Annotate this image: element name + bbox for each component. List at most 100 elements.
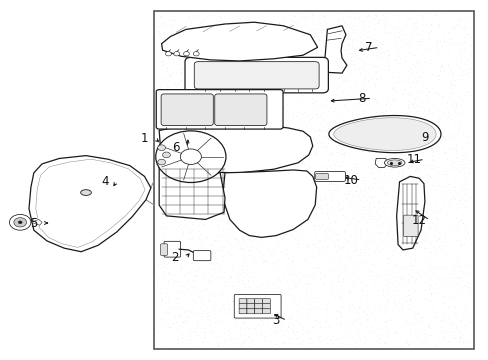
Point — [288, 216, 296, 222]
Point — [161, 308, 168, 314]
Point — [260, 125, 268, 131]
Point — [368, 193, 376, 199]
Point — [455, 54, 463, 60]
Point — [328, 195, 336, 201]
Point — [175, 235, 183, 240]
Point — [300, 161, 307, 167]
Point — [457, 335, 465, 341]
Point — [237, 181, 245, 187]
Point — [286, 320, 294, 326]
Point — [273, 323, 281, 329]
Point — [457, 66, 465, 72]
Point — [164, 35, 172, 40]
Point — [234, 316, 242, 322]
Point — [416, 274, 424, 280]
Point — [374, 19, 382, 25]
Point — [410, 144, 418, 150]
Point — [428, 132, 436, 138]
Point — [461, 271, 469, 277]
Point — [431, 44, 439, 50]
Point — [341, 239, 349, 245]
Point — [235, 343, 243, 349]
Point — [203, 60, 211, 66]
Point — [274, 128, 282, 134]
Point — [167, 237, 175, 243]
Point — [343, 190, 351, 196]
Point — [322, 168, 330, 174]
Point — [367, 15, 375, 21]
Point — [302, 101, 310, 107]
Point — [446, 320, 453, 326]
Point — [204, 63, 212, 68]
Point — [349, 123, 357, 129]
Point — [262, 75, 269, 80]
Point — [250, 274, 258, 280]
Point — [249, 77, 257, 83]
Point — [160, 258, 168, 264]
Point — [413, 341, 421, 347]
Point — [197, 78, 204, 84]
Point — [242, 202, 250, 207]
Point — [230, 23, 238, 29]
Point — [245, 29, 253, 35]
Point — [403, 123, 411, 129]
Point — [242, 218, 249, 224]
Point — [239, 72, 246, 77]
Point — [392, 27, 400, 33]
Point — [284, 270, 292, 276]
Point — [250, 311, 258, 317]
Point — [392, 301, 400, 306]
Point — [219, 325, 227, 331]
Point — [246, 123, 254, 129]
Point — [367, 16, 375, 22]
Point — [213, 188, 221, 194]
Point — [425, 12, 433, 17]
Point — [330, 218, 338, 224]
Point — [228, 208, 236, 213]
FancyBboxPatch shape — [163, 241, 180, 257]
Point — [315, 320, 323, 326]
Point — [399, 175, 407, 181]
Point — [449, 83, 457, 89]
Point — [325, 86, 332, 92]
Point — [414, 38, 422, 44]
Point — [400, 280, 408, 286]
Point — [371, 208, 379, 214]
Point — [328, 278, 336, 284]
Point — [182, 157, 189, 162]
Point — [158, 162, 166, 168]
Point — [449, 118, 457, 124]
Point — [402, 19, 410, 25]
Point — [154, 139, 162, 144]
Point — [310, 150, 318, 156]
Point — [248, 40, 256, 46]
Point — [231, 327, 239, 332]
Point — [246, 325, 254, 331]
Point — [343, 107, 351, 113]
Point — [265, 90, 273, 95]
Point — [287, 272, 295, 278]
Point — [187, 216, 195, 222]
Point — [310, 44, 318, 50]
Point — [420, 63, 427, 69]
Point — [272, 204, 280, 210]
Point — [273, 105, 281, 111]
Point — [427, 27, 434, 33]
Point — [398, 158, 406, 164]
Point — [362, 295, 370, 301]
Point — [359, 276, 366, 282]
Point — [339, 48, 347, 53]
Point — [265, 83, 273, 89]
Point — [297, 189, 305, 195]
Point — [239, 80, 247, 86]
Point — [255, 243, 263, 249]
Point — [424, 30, 431, 35]
Point — [381, 291, 389, 297]
Point — [243, 334, 251, 339]
Point — [165, 96, 173, 102]
Point — [367, 187, 375, 193]
Point — [214, 158, 222, 163]
Point — [165, 102, 173, 108]
Point — [305, 120, 312, 125]
Point — [393, 179, 401, 185]
